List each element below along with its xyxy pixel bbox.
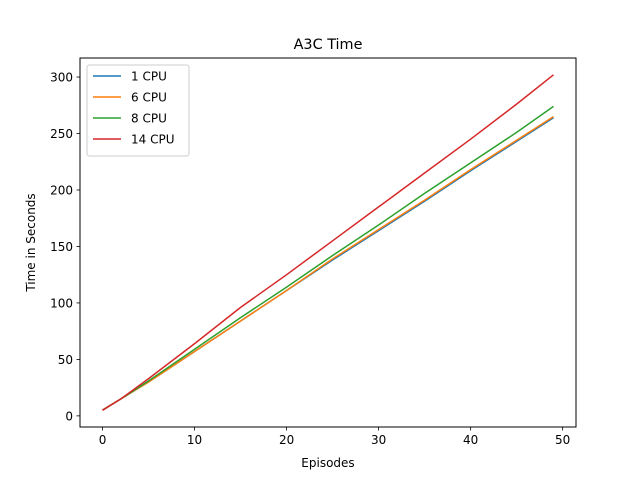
y-axis-ticks: 0 50 100 150 200 250 300	[50, 71, 80, 423]
x-tick-label-2: 20	[279, 433, 294, 447]
series-line-1	[102, 115, 554, 411]
legend-box	[86, 64, 190, 157]
y-axis-label: Time in Seconds	[24, 193, 38, 292]
x-tick-label-1: 10	[187, 433, 202, 447]
series-line-3	[102, 74, 554, 411]
x-tick-label-3: 30	[371, 433, 386, 447]
legend-label-2: 8 CPU	[131, 112, 167, 126]
plot-lines	[102, 74, 554, 411]
legend: 1 CPU 6 CPU 8 CPU 14 CPU	[86, 64, 190, 157]
x-tick-label-0: 0	[99, 433, 107, 447]
x-tick-label-4: 40	[463, 433, 478, 447]
legend-label-0: 1 CPU	[131, 70, 167, 84]
plot-frame	[79, 57, 577, 428]
y-tick-label-0: 0	[65, 409, 73, 423]
y-tick-label-5: 250	[50, 127, 73, 141]
y-tick-label-2: 100	[50, 296, 73, 310]
x-tick-label-5: 50	[555, 433, 570, 447]
series-line-2	[102, 105, 554, 411]
y-tick-label-6: 300	[50, 71, 73, 85]
x-axis-ticks: 0 10 20 30 40 50	[99, 427, 570, 447]
legend-label-3: 14 CPU	[131, 133, 174, 147]
chart-title: A3C Time	[294, 37, 363, 53]
y-tick-label-4: 200	[50, 183, 73, 197]
x-axis-label: Episodes	[301, 456, 354, 470]
legend-label-1: 6 CPU	[131, 91, 167, 105]
y-tick-label-1: 50	[58, 353, 73, 367]
y-tick-label-3: 150	[50, 240, 73, 254]
